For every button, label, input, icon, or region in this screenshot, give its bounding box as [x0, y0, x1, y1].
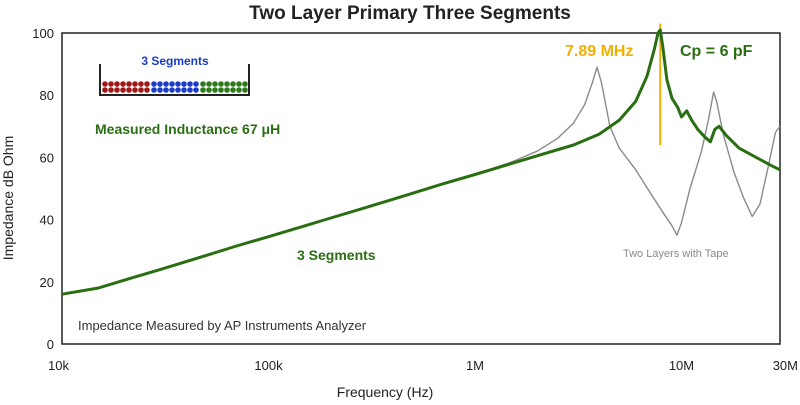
winding-dot [175, 81, 181, 87]
winding-dot [169, 81, 175, 87]
capacitance-label: Cp = 6 pF [680, 43, 753, 60]
y-tick-label: 40 [40, 213, 54, 228]
y-axis: 0 20 40 60 80 100 [32, 26, 54, 352]
winding-dot [108, 87, 114, 93]
winding-dot [187, 87, 193, 93]
winding-dot [120, 87, 126, 93]
segments-inset: 3 Segments [99, 54, 250, 96]
winding-dot [126, 81, 132, 87]
series-label-3-segments: 3 Segments [297, 247, 376, 263]
x-tick-label: 100k [254, 358, 283, 373]
winding-dot [132, 87, 138, 93]
plot-frame [61, 32, 781, 345]
winding-dot [102, 87, 108, 93]
x-tick-label: 1M [466, 358, 484, 373]
winding-dot [224, 81, 230, 87]
winding-dot [138, 81, 144, 87]
winding-dot [218, 81, 224, 87]
winding-dot [181, 87, 187, 93]
winding-dot [151, 87, 157, 93]
winding-dot [236, 81, 242, 87]
winding-dot [242, 87, 248, 93]
winding-dot [169, 87, 175, 93]
x-tick-label: 10M [669, 358, 694, 373]
winding-dot [163, 81, 169, 87]
winding-dot [206, 81, 212, 87]
winding-dot [126, 87, 132, 93]
winding-dot [151, 81, 157, 87]
inset-windings [102, 81, 248, 93]
winding-dot [120, 81, 126, 87]
y-tick-label: 60 [40, 150, 54, 165]
winding-dot [114, 81, 120, 87]
tape-series-label: Two Layers with Tape [623, 248, 729, 260]
chart-title: Two Layer Primary Three Segments [249, 3, 571, 24]
inductance-label: Measured Inductance 67 μH [95, 121, 280, 137]
x-tick-label: 10k [48, 358, 69, 373]
winding-dot [108, 81, 114, 87]
x-axis: 10k 100k 1M 10M 30M [48, 358, 798, 373]
resonance-label: 7.89 MHz [565, 43, 633, 60]
winding-dot [200, 81, 206, 87]
winding-dot [144, 81, 150, 87]
winding-dot [242, 81, 248, 87]
winding-dot [163, 87, 169, 93]
inset-bracket [99, 64, 250, 96]
series-line-two-layers-with-tape [474, 66, 781, 236]
winding-dot [132, 81, 138, 87]
winding-dot [157, 81, 163, 87]
winding-dot [206, 87, 212, 93]
y-tick-label: 20 [40, 275, 54, 290]
winding-dot [181, 81, 187, 87]
winding-dot [144, 87, 150, 93]
winding-dot [175, 87, 181, 93]
winding-dot [102, 81, 108, 87]
y-tick-label: 80 [40, 88, 54, 103]
winding-dot [212, 81, 218, 87]
winding-dot [236, 87, 242, 93]
winding-dot [218, 87, 224, 93]
analyzer-note: Impedance Measured by AP Instruments Ana… [78, 318, 367, 333]
winding-dot [212, 87, 218, 93]
winding-dot [114, 87, 120, 93]
winding-dot [157, 87, 163, 93]
winding-dot [224, 87, 230, 93]
series-line-3-segments [61, 28, 781, 296]
y-tick-label: 0 [47, 337, 54, 352]
winding-dot [187, 81, 193, 87]
winding-dot [193, 81, 199, 87]
winding-dot [193, 87, 199, 93]
winding-dot [230, 81, 236, 87]
y-axis-label: Impedance dB Ohm [0, 136, 16, 261]
y-tick-label: 100 [32, 26, 54, 41]
winding-dot [138, 87, 144, 93]
winding-dot [230, 87, 236, 93]
x-tick-label: 30M [773, 358, 798, 373]
inset-title: 3 Segments [141, 54, 209, 68]
x-axis-label: Frequency (Hz) [337, 384, 433, 400]
winding-dot [200, 87, 206, 93]
